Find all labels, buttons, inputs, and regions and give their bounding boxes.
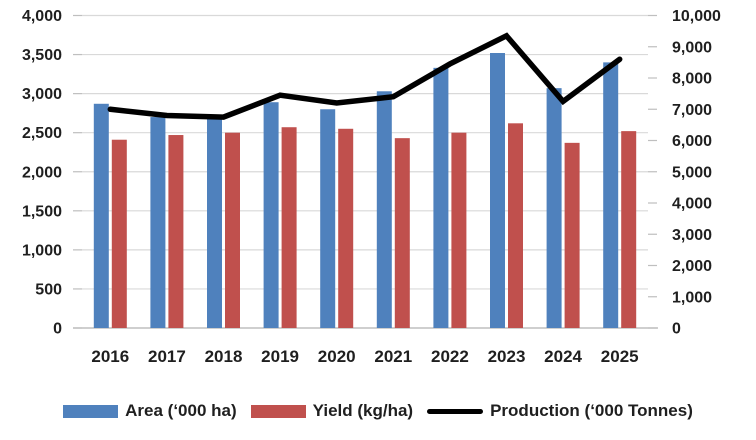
right-axis-tick-label: 7,000 [672, 102, 712, 119]
bar-yield-2025 [621, 131, 637, 328]
left-axis-tick-label: 0 [53, 321, 62, 338]
area-series-swatch [63, 404, 119, 418]
right-axis-tick-label: 3,000 [672, 227, 712, 244]
x-axis-label-2022: 2022 [431, 347, 469, 366]
x-axis-label-2024: 2024 [544, 347, 582, 366]
yield-series-swatch [250, 404, 306, 418]
left-axis-tick-label: 3,000 [22, 86, 62, 103]
x-axis-label-2020: 2020 [318, 347, 356, 366]
x-axis-label-2017: 2017 [148, 347, 186, 366]
left-axis-tick-label: 4,000 [22, 8, 62, 25]
x-axis-label-2023: 2023 [488, 347, 526, 366]
right-axis-tick-label: 2,000 [672, 258, 712, 275]
production-line [107, 32, 623, 120]
bar-yield-2020 [338, 128, 354, 328]
x-axis-label-2018: 2018 [205, 347, 243, 366]
bar-yield-2022 [451, 132, 467, 328]
x-axis-label-2021: 2021 [374, 347, 412, 366]
right-axis-tick-label: 0 [672, 321, 681, 338]
chart-plot-area: 0 500 1,000 1,500 2,000 2,500 3,000 3,500 4,000 0… [22, 8, 721, 366]
left-axis-tick-label: 2,000 [22, 164, 62, 181]
bar-area-2016 [93, 103, 109, 328]
bar-yield-2018 [225, 132, 240, 328]
bar-area-2017 [150, 117, 166, 328]
bar-area-2020 [320, 109, 336, 328]
x-axis-label-2025: 2025 [601, 347, 639, 366]
bar-yield-2023 [508, 123, 523, 328]
bar-area-2019 [263, 102, 279, 328]
legend-item-area: Area (‘000 ha) [63, 401, 237, 421]
area-series-label: Area (‘000 ha) [125, 401, 237, 420]
left-axis-tick-label: 1,500 [22, 203, 62, 220]
bar-yield-2021 [394, 138, 410, 328]
left-axis-tick-label: 3,500 [22, 47, 62, 64]
left-axis-tick-label: 2,500 [22, 125, 62, 142]
bar-area-2023 [490, 53, 505, 328]
bar-area-2024 [546, 88, 562, 328]
legend-item-yield: Yield (kg/ha) [250, 401, 414, 421]
bar-area-2021 [376, 91, 392, 328]
right-axis-tick-label: 9,000 [672, 39, 712, 56]
bar-yield-2016 [111, 139, 127, 328]
bar-yield-2017 [168, 135, 184, 328]
x-axis-label-2019: 2019 [261, 347, 299, 366]
right-axis-tick-label: 8,000 [672, 71, 712, 88]
yield-series-label: Yield (kg/ha) [312, 401, 414, 420]
right-axis-tick-label: 10,000 [672, 8, 721, 25]
bar-yield-2019 [281, 127, 297, 328]
right-axis-tick-label: 4,000 [672, 196, 712, 213]
legend-item-production: Production (‘000 Tonnes) [427, 401, 693, 421]
right-axis-tick-label: 1,000 [672, 289, 712, 306]
bar-yield-2024 [564, 142, 580, 328]
left-axis-tick-label: 500 [35, 281, 62, 298]
bar-area-2025 [603, 62, 619, 328]
x-axis-label-2016: 2016 [91, 347, 129, 366]
production-series-label: Production (‘000 Tonnes) [490, 401, 693, 420]
chart-legend: Area (‘000 ha) Yield (kg/ha) Production … [0, 398, 756, 424]
production-series-swatch [427, 408, 484, 414]
right-axis-tick-label: 5,000 [672, 164, 712, 181]
bar-area-2022 [433, 67, 449, 328]
right-axis-tick-label: 6,000 [672, 133, 712, 150]
bar-area-2018 [207, 116, 222, 328]
left-axis-tick-label: 1,000 [22, 242, 62, 259]
